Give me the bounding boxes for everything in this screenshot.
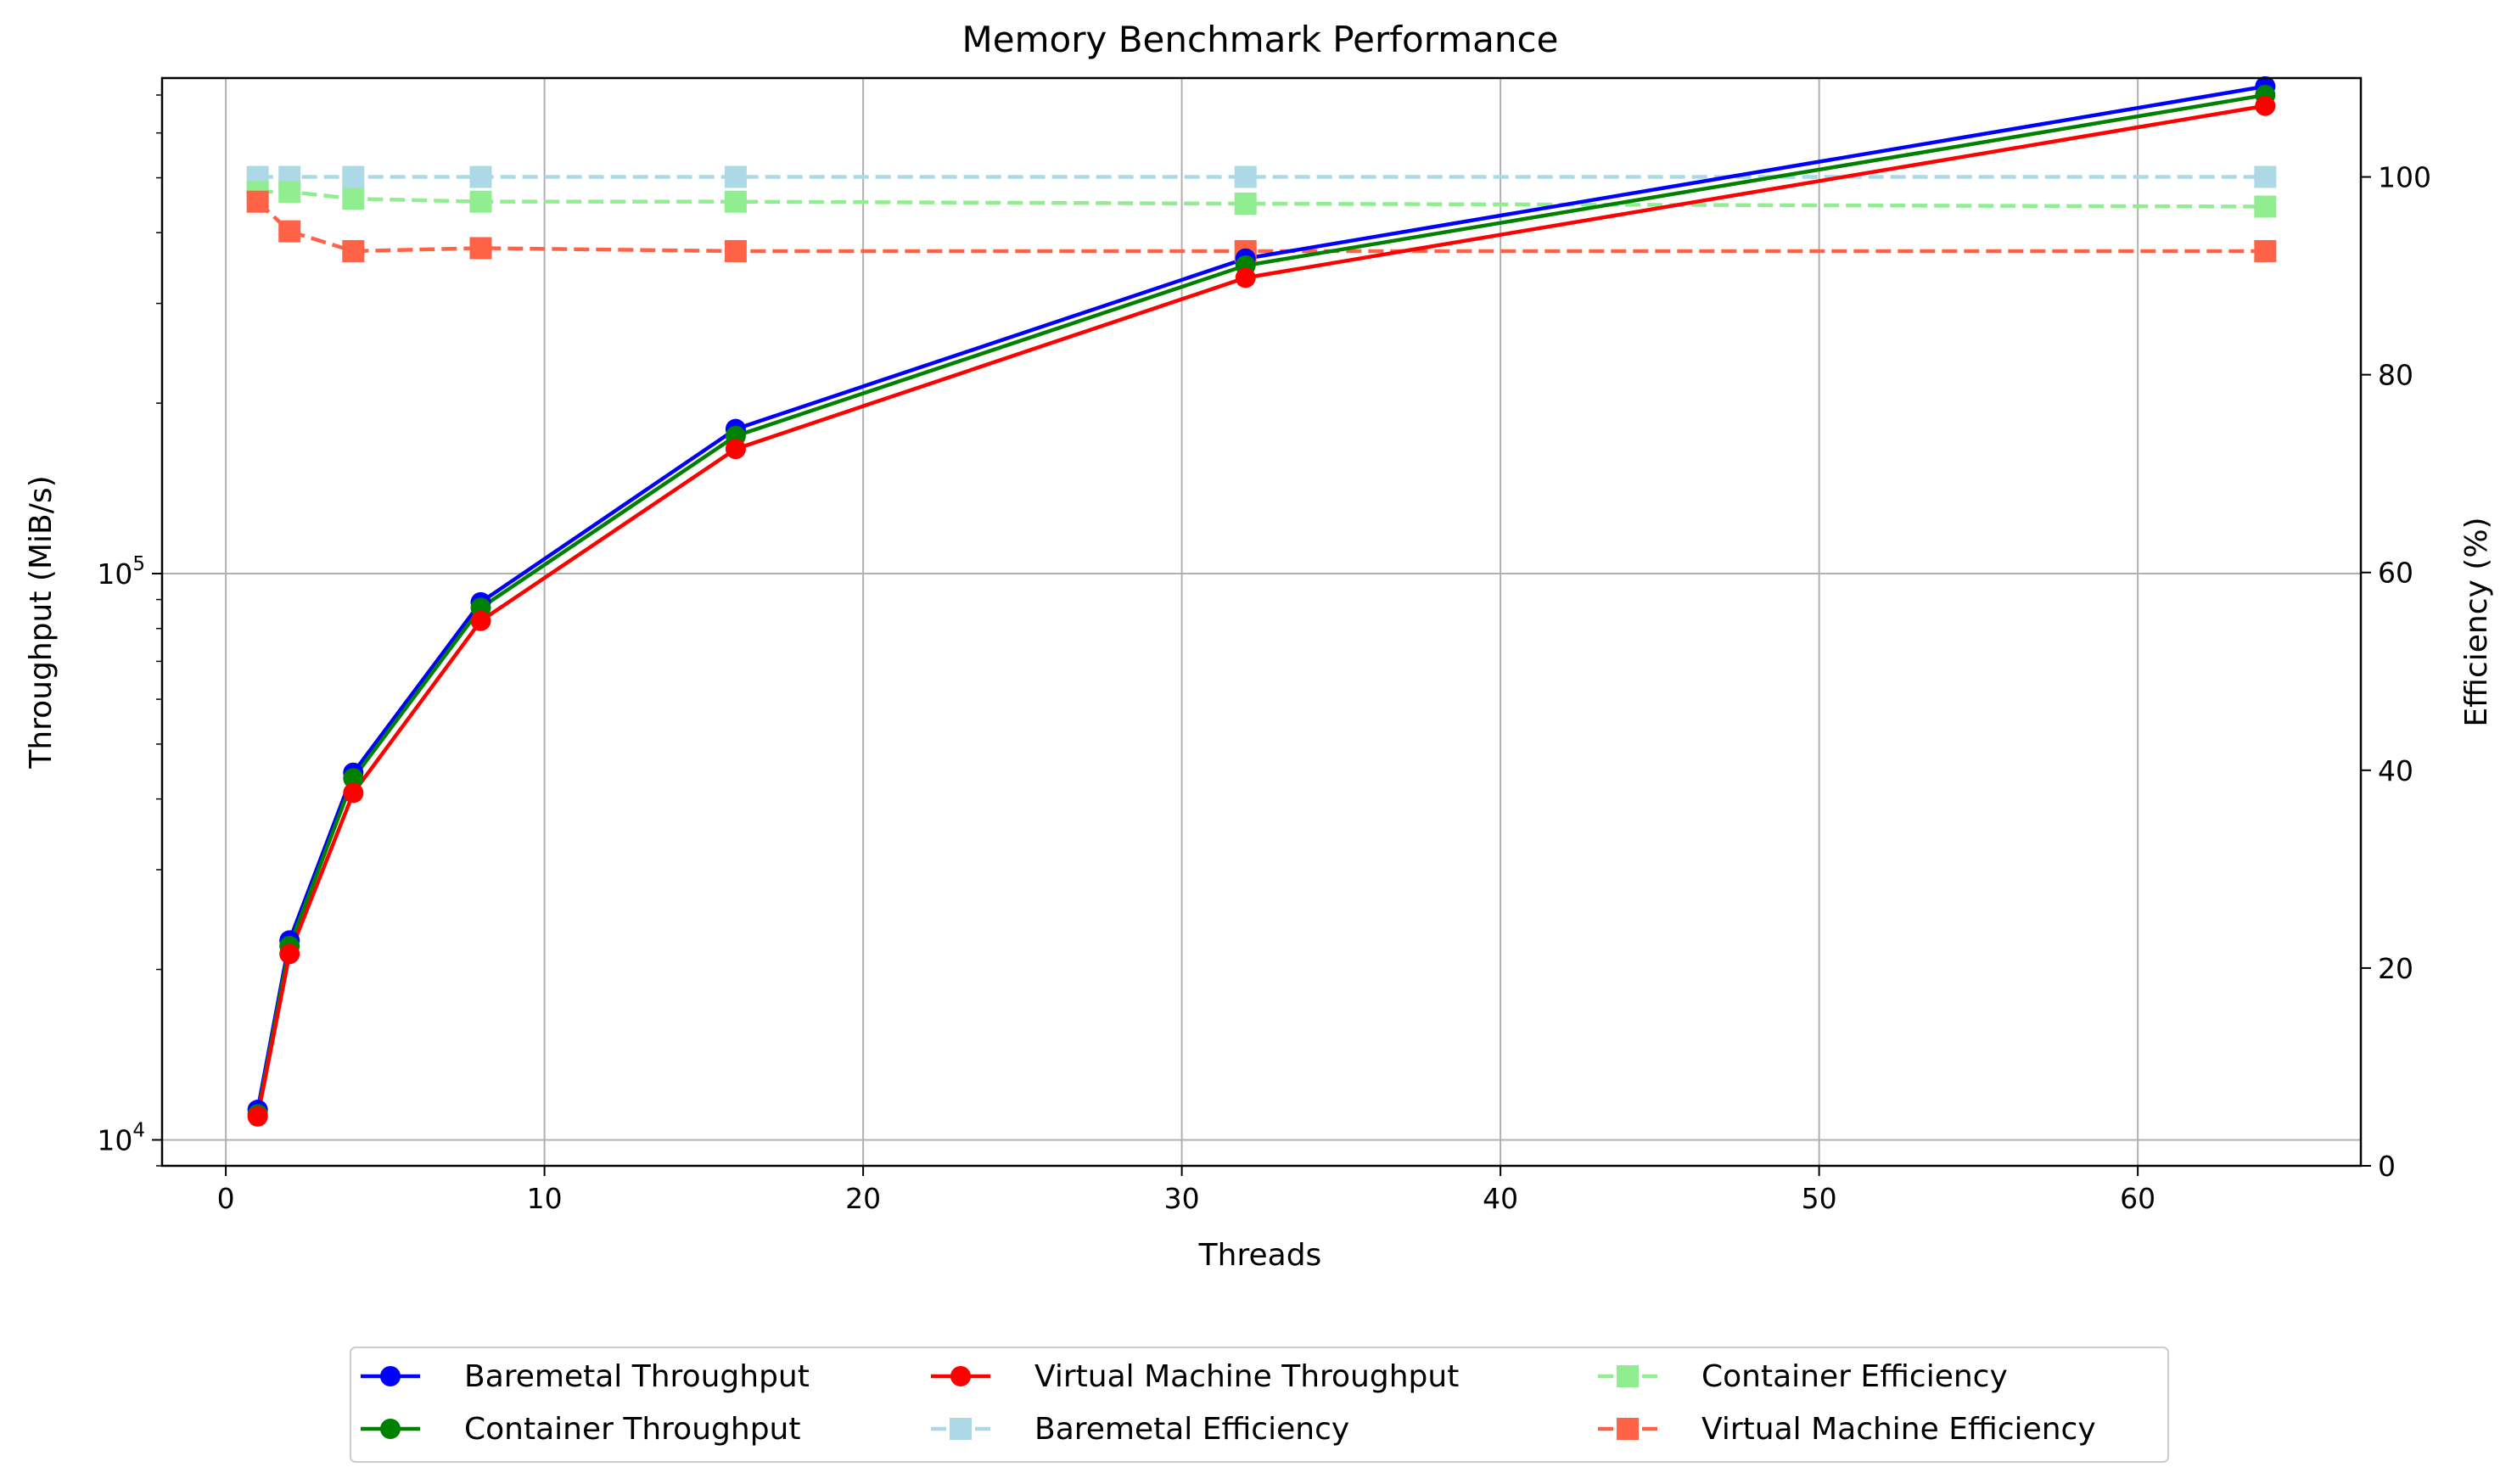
virtual-machine-throughput-point — [279, 944, 300, 965]
container-efficiency-point — [724, 190, 747, 213]
baremetal-efficiency-point — [2254, 165, 2277, 188]
x-tick-label: 30 — [1164, 1182, 1200, 1215]
virtual-machine-throughput-point — [2255, 95, 2276, 116]
legend-marker-container-efficiency — [1617, 1365, 1639, 1387]
baremetal-efficiency-point — [724, 165, 747, 188]
x-axis-title: Threads — [1198, 1238, 1322, 1273]
container-efficiency-point — [342, 188, 365, 210]
y-axis-right: 0 20 40 60 80 100 — [2361, 161, 2431, 1183]
virtual-machine-efficiency-point — [246, 190, 269, 213]
x-tick-label: 60 — [2120, 1182, 2155, 1215]
virtual-machine-efficiency-point — [724, 239, 747, 262]
legend-label-baremetal-throughput: Baremetal Throughput — [464, 1359, 810, 1394]
virtual-machine-throughput-point — [725, 439, 746, 460]
legend-marker-baremetal-throughput — [380, 1366, 401, 1386]
y-right-tick-label: 0 — [2378, 1150, 2396, 1183]
y-right-tick-label: 60 — [2378, 557, 2413, 590]
virtual-machine-efficiency-point — [342, 239, 365, 262]
virtual-machine-efficiency-point — [2254, 239, 2277, 262]
x-tick-label: 0 — [217, 1182, 235, 1215]
y-right-tick-label: 80 — [2378, 359, 2413, 392]
legend-box — [350, 1347, 2169, 1463]
legend: Baremetal Throughput Container Throughput… — [350, 1347, 2169, 1463]
legend-marker-container-throughput — [380, 1419, 401, 1439]
container-efficiency-point — [469, 190, 492, 213]
y-left-tick-label: 104 — [97, 1119, 145, 1156]
y-right-tick-label: 40 — [2378, 754, 2413, 787]
y-axis-left-title: Throughput (MiB/s) — [24, 475, 59, 769]
x-tick-label: 40 — [1483, 1182, 1518, 1215]
container-efficiency-point — [1234, 193, 1257, 216]
legend-label-virtual-machine-efficiency: Virtual Machine Efficiency — [1701, 1412, 2096, 1447]
virtual-machine-throughput-point — [1235, 267, 1256, 288]
legend-label-baremetal-efficiency: Baremetal Efficiency — [1034, 1412, 1349, 1447]
x-tick-label: 10 — [527, 1182, 563, 1215]
legend-label-container-throughput: Container Throughput — [464, 1412, 800, 1447]
x-axis: 0 10 20 30 40 50 60 — [217, 1166, 2155, 1215]
x-tick-label: 50 — [1802, 1182, 1837, 1215]
legend-marker-virtual-machine-throughput — [950, 1366, 971, 1386]
series-markers — [246, 76, 2277, 1127]
baremetal-efficiency-point — [1234, 165, 1257, 188]
legend-label-container-efficiency: Container Efficiency — [1701, 1359, 2008, 1394]
virtual-machine-throughput-point — [343, 782, 364, 804]
baremetal-efficiency-point — [469, 165, 492, 188]
legend-marker-virtual-machine-efficiency — [1617, 1418, 1639, 1440]
y-right-tick-label: 20 — [2378, 952, 2413, 985]
plot-frame — [160, 76, 2363, 1168]
legend-marker-baremetal-efficiency — [950, 1418, 972, 1440]
virtual-machine-throughput-point — [247, 1106, 268, 1127]
x-tick-label: 20 — [845, 1182, 881, 1215]
virtual-machine-efficiency-point — [469, 237, 492, 260]
y-right-tick-label: 100 — [2378, 161, 2431, 194]
container-efficiency-point — [2254, 195, 2277, 218]
chart-title: Memory Benchmark Performance — [962, 19, 1559, 60]
virtual-machine-efficiency-point — [278, 220, 301, 243]
virtual-machine-throughput-point — [470, 610, 491, 631]
legend-label-virtual-machine-throughput: Virtual Machine Throughput — [1034, 1359, 1459, 1394]
baremetal-efficiency-point — [342, 165, 365, 188]
container-throughput-point — [343, 768, 364, 789]
y-axis-right-title: Efficiency (%) — [2459, 517, 2494, 726]
container-efficiency-point — [278, 181, 301, 204]
